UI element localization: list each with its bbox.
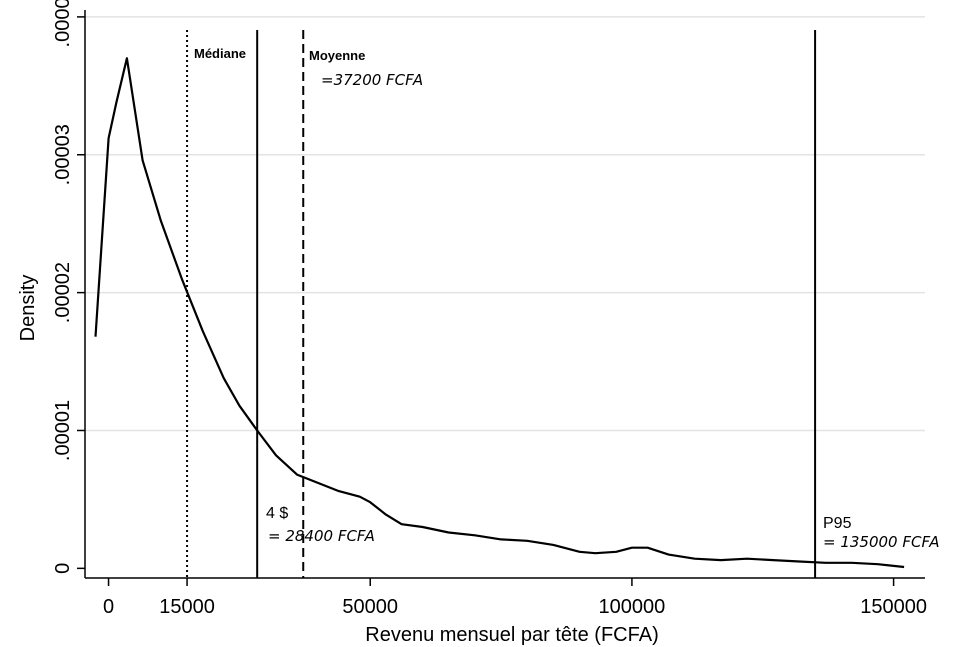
x-tick-label: 15000: [159, 596, 215, 618]
y-tick-label: .00004: [52, 0, 74, 47]
reference-label: 4 $: [266, 505, 288, 522]
y-tick-label: 0: [52, 563, 74, 574]
y-tick-label: .00002: [52, 262, 74, 323]
x-tick-label: 150000: [860, 596, 927, 618]
density-curve: [94, 57, 905, 569]
x-ticks: 0 15000 50000 100000 150000: [103, 578, 927, 618]
y-tick-label: .00001: [52, 400, 74, 461]
reference-label: Moyenne: [309, 48, 365, 63]
x-tick-label: 50000: [342, 596, 398, 618]
x-tick-label: 0: [103, 596, 114, 618]
reference-lines: [186, 30, 817, 578]
y-ticks: 0 .00001 .00002 .00003 .00004: [52, 0, 85, 574]
reference-label: P95: [823, 515, 852, 532]
reference-label: Médiane: [194, 46, 246, 61]
y-tick-label: .00003: [52, 124, 74, 185]
y-grid: [85, 16, 925, 432]
reference-sublabel: = 135000 FCFA: [823, 533, 939, 551]
axes: [84, 10, 925, 579]
reference-annotations: Médiane 4 $ = 28400 FCFA Moyenne =37200 FCFA…: [194, 46, 939, 551]
reference-sublabel: =37200 FCFA: [321, 71, 423, 89]
y-axis-title: Density: [17, 275, 39, 342]
reference-sublabel: = 28400 FCFA: [268, 527, 375, 545]
x-axis-title: Revenu mensuel par tête (FCFA): [365, 624, 658, 646]
x-tick-label: 100000: [599, 596, 666, 618]
